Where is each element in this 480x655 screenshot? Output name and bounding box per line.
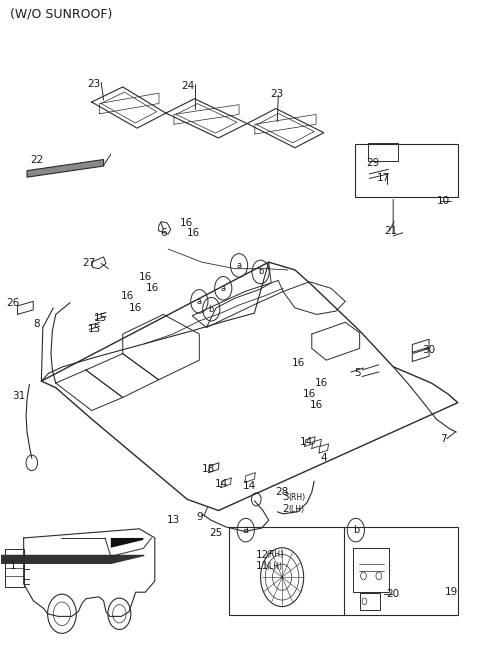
Text: a: a (221, 284, 226, 293)
Text: (LH): (LH) (289, 505, 305, 514)
Text: 16: 16 (303, 389, 316, 399)
Polygon shape (111, 538, 144, 548)
Text: 5: 5 (354, 368, 360, 378)
Text: 3: 3 (282, 493, 289, 502)
Text: b: b (258, 267, 263, 276)
Text: 7: 7 (440, 434, 447, 443)
Text: 1: 1 (9, 561, 16, 571)
Text: 16: 16 (121, 291, 134, 301)
Text: a: a (197, 297, 202, 306)
Text: (LH): (LH) (267, 561, 283, 571)
Text: (W/O SUNROOF): (W/O SUNROOF) (10, 7, 113, 20)
Text: 20: 20 (386, 590, 400, 599)
Text: 2: 2 (282, 504, 289, 514)
Text: 16: 16 (139, 272, 152, 282)
Text: 25: 25 (209, 529, 223, 538)
Text: 12: 12 (255, 550, 269, 560)
Text: 24: 24 (182, 81, 195, 90)
Text: 27: 27 (83, 259, 96, 269)
Text: 31: 31 (12, 391, 25, 401)
Text: 15: 15 (94, 312, 107, 323)
Text: 16: 16 (129, 303, 142, 313)
Text: 16: 16 (180, 218, 193, 228)
Polygon shape (27, 160, 104, 177)
Text: 28: 28 (276, 487, 289, 497)
Text: (RH): (RH) (267, 550, 284, 559)
Text: 14: 14 (300, 437, 312, 447)
Text: 16: 16 (186, 228, 200, 238)
Text: b: b (209, 305, 214, 314)
Text: 9: 9 (196, 512, 203, 522)
Text: 15: 15 (87, 324, 101, 334)
Text: 17: 17 (377, 174, 390, 183)
Text: 4: 4 (321, 453, 327, 463)
Text: 14: 14 (243, 481, 256, 491)
Text: 19: 19 (445, 588, 458, 597)
Text: 23: 23 (87, 79, 101, 89)
Text: 10: 10 (437, 196, 450, 206)
Text: 22: 22 (30, 155, 43, 164)
Text: 13: 13 (167, 515, 180, 525)
Text: a: a (237, 261, 241, 270)
Text: 6: 6 (160, 228, 167, 238)
Text: 29: 29 (366, 158, 380, 168)
Text: 11: 11 (255, 561, 269, 571)
Text: 30: 30 (422, 345, 436, 356)
Text: 23: 23 (271, 88, 284, 98)
Text: 16: 16 (292, 358, 305, 369)
Text: 16: 16 (315, 378, 328, 388)
Text: 16: 16 (146, 283, 159, 293)
Text: 16: 16 (310, 400, 323, 409)
Text: 26: 26 (6, 297, 19, 308)
Text: 21: 21 (384, 226, 397, 236)
Text: b: b (353, 525, 359, 535)
Text: (RH): (RH) (289, 493, 306, 502)
Text: a: a (243, 525, 249, 535)
Text: 14: 14 (215, 479, 228, 489)
Text: 8: 8 (33, 319, 40, 329)
Text: 18: 18 (202, 464, 216, 474)
